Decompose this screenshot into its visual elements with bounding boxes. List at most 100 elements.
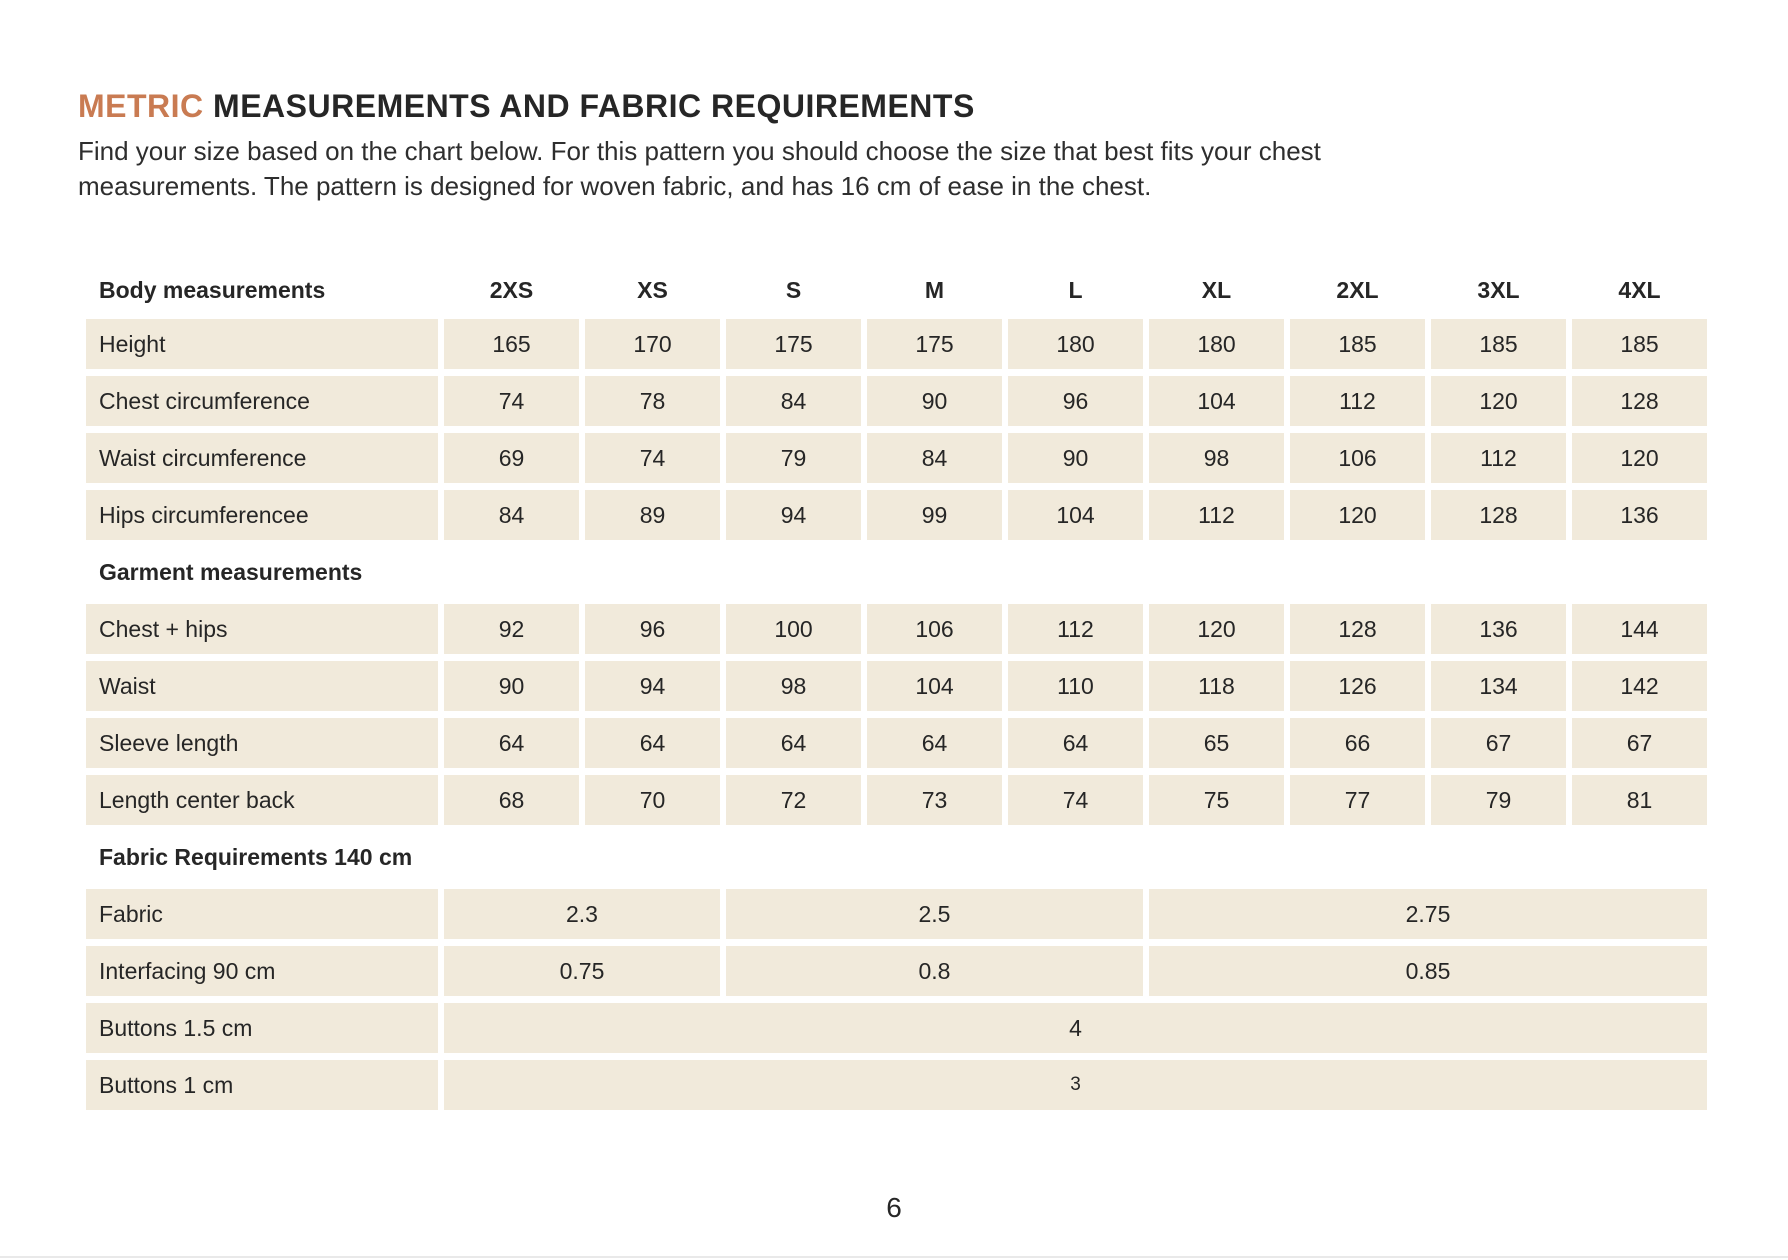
table-row-buttons-15: Buttons 1.5 cm 4 [86, 1003, 1707, 1053]
cell-value: 64 [444, 718, 579, 768]
cell-value: 74 [585, 433, 720, 483]
cell-value: 65 [1149, 718, 1284, 768]
cell-value: 106 [867, 604, 1002, 654]
intro-paragraph: Find your size based on the chart below.… [78, 134, 1788, 204]
row-label: Chest circumference [86, 376, 438, 426]
interfacing-value-xl-4xl: 0.85 [1149, 946, 1707, 996]
size-column-2xs: 2XS [444, 268, 579, 312]
cell-value: 142 [1572, 661, 1707, 711]
cell-value: 98 [1149, 433, 1284, 483]
cell-value: 185 [1290, 319, 1425, 369]
cell-value: 73 [867, 775, 1002, 825]
cell-value: 90 [1008, 433, 1143, 483]
size-column-2xl: 2XL [1290, 268, 1425, 312]
cell-value: 67 [1431, 718, 1566, 768]
cell-value: 134 [1431, 661, 1566, 711]
row-label: Hips circumferencee [86, 490, 438, 540]
buttons-1-value: 3 [444, 1060, 1707, 1110]
cell-value: 120 [1431, 376, 1566, 426]
cell-value: 104 [867, 661, 1002, 711]
row-label: Chest + hips [86, 604, 438, 654]
cell-value: 74 [444, 376, 579, 426]
cell-value: 96 [585, 604, 720, 654]
cell-value: 72 [726, 775, 861, 825]
size-column-xl: XL [1149, 268, 1284, 312]
cell-value: 144 [1572, 604, 1707, 654]
cell-value: 64 [867, 718, 1002, 768]
cell-value: 90 [867, 376, 1002, 426]
row-label: Buttons 1 cm [86, 1060, 438, 1110]
cell-value: 84 [444, 490, 579, 540]
cell-value: 98 [726, 661, 861, 711]
table-header-row: Body measurements 2XS XS S M L XL 2XL 3X… [86, 268, 1707, 312]
cell-value: 94 [585, 661, 720, 711]
size-column-4xl: 4XL [1572, 268, 1707, 312]
cell-value: 100 [726, 604, 861, 654]
size-column-m: M [867, 268, 1002, 312]
cell-value: 128 [1431, 490, 1566, 540]
section-label-garment: Garment measurements [86, 547, 1707, 597]
cell-value: 106 [1290, 433, 1425, 483]
cell-value: 81 [1572, 775, 1707, 825]
table-row-length-center-back: Length center back 68 70 72 73 74 75 77 … [86, 775, 1707, 825]
row-label: Buttons 1.5 cm [86, 1003, 438, 1053]
cell-value: 89 [585, 490, 720, 540]
cell-value: 70 [585, 775, 720, 825]
cell-value: 118 [1149, 661, 1284, 711]
table-row-waist-circumference: Waist circumference 69 74 79 84 90 98 10… [86, 433, 1707, 483]
interfacing-value-s-m-l: 0.8 [726, 946, 1143, 996]
table-row-height: Height 165 170 175 175 180 180 185 185 1… [86, 319, 1707, 369]
cell-value: 128 [1572, 376, 1707, 426]
cell-value: 67 [1572, 718, 1707, 768]
cell-value: 175 [867, 319, 1002, 369]
page-title: METRIC MEASUREMENTS AND FABRIC REQUIREME… [78, 86, 1788, 126]
intro-line-2: measurements. The pattern is designed fo… [78, 171, 1152, 201]
cell-value: 170 [585, 319, 720, 369]
cell-value: 112 [1290, 376, 1425, 426]
cell-value: 175 [726, 319, 861, 369]
cell-value: 165 [444, 319, 579, 369]
cell-value: 112 [1431, 433, 1566, 483]
cell-value: 92 [444, 604, 579, 654]
row-label: Waist circumference [86, 433, 438, 483]
size-column-l: L [1008, 268, 1143, 312]
page-title-accent: METRIC [78, 88, 204, 124]
cell-value: 79 [1431, 775, 1566, 825]
cell-value: 185 [1572, 319, 1707, 369]
cell-value: 66 [1290, 718, 1425, 768]
table-row-interfacing: Interfacing 90 cm 0.75 0.8 0.85 [86, 946, 1707, 996]
cell-value: 120 [1149, 604, 1284, 654]
table-row-hips-circumference: Hips circumferencee 84 89 94 99 104 112 … [86, 490, 1707, 540]
row-label: Fabric [86, 889, 438, 939]
header-body-measurements: Body measurements [86, 268, 438, 312]
cell-value: 120 [1572, 433, 1707, 483]
section-row-garment-measurements: Garment measurements [86, 547, 1707, 597]
cell-value: 126 [1290, 661, 1425, 711]
size-column-3xl: 3XL [1431, 268, 1566, 312]
cell-value: 120 [1290, 490, 1425, 540]
table-row-garment-waist: Waist 90 94 98 104 110 118 126 134 142 [86, 661, 1707, 711]
cell-value: 64 [726, 718, 861, 768]
cell-value: 64 [585, 718, 720, 768]
cell-value: 112 [1149, 490, 1284, 540]
size-chart-table: Body measurements 2XS XS S M L XL 2XL 3X… [80, 261, 1713, 1117]
cell-value: 110 [1008, 661, 1143, 711]
row-label: Length center back [86, 775, 438, 825]
bottom-divider [0, 1256, 1788, 1258]
cell-value: 96 [1008, 376, 1143, 426]
interfacing-value-2xs-xs: 0.75 [444, 946, 720, 996]
cell-value: 75 [1149, 775, 1284, 825]
intro-line-1: Find your size based on the chart below.… [78, 136, 1321, 166]
fabric-value-2xs-xs: 2.3 [444, 889, 720, 939]
row-label: Waist [86, 661, 438, 711]
cell-value: 94 [726, 490, 861, 540]
table-row-sleeve-length: Sleeve length 64 64 64 64 64 65 66 67 67 [86, 718, 1707, 768]
section-label-fabric-requirements: Fabric Requirements 140 cm [86, 832, 1707, 882]
cell-value: 180 [1008, 319, 1143, 369]
cell-value: 128 [1290, 604, 1425, 654]
table-row-buttons-1: Buttons 1 cm 3 [86, 1060, 1707, 1110]
section-row-fabric-requirements: Fabric Requirements 140 cm [86, 832, 1707, 882]
cell-value: 84 [726, 376, 861, 426]
cell-value: 104 [1008, 490, 1143, 540]
